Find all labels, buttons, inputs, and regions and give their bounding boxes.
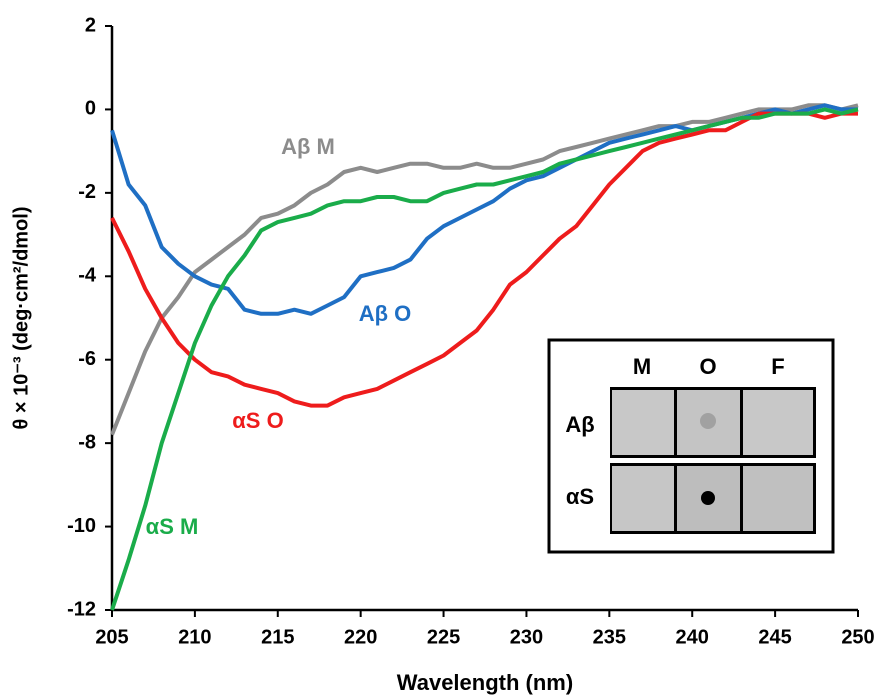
x-tick-label: 250 xyxy=(841,626,874,648)
y-tick-label: 0 xyxy=(85,98,96,120)
x-axis-label: Wavelength (nm) xyxy=(397,670,573,695)
blot-cell xyxy=(612,390,674,455)
x-tick-label: 230 xyxy=(510,626,543,648)
x-tick-label: 220 xyxy=(344,626,377,648)
x-tick-label: 225 xyxy=(427,626,460,648)
inset-column: M xyxy=(633,354,651,379)
x-tick-label: 215 xyxy=(261,626,294,648)
blot-cell xyxy=(612,466,674,531)
inset-row: Aβ xyxy=(565,412,594,437)
y-tick-label: -6 xyxy=(78,348,96,370)
chart: Wavelength (nm) θ × 10⁻³ (deg·cm²/dmol) … xyxy=(0,0,888,698)
inset-column: O xyxy=(699,354,716,379)
blot-dot xyxy=(700,413,716,429)
y-tick-label: -2 xyxy=(78,181,96,203)
x-tick-label: 240 xyxy=(676,626,709,648)
inset-column: F xyxy=(771,354,784,379)
y-tick-label: -10 xyxy=(67,515,96,537)
blot-cell xyxy=(743,390,813,455)
y-tick-label: -8 xyxy=(78,431,96,453)
x-tick-label: 235 xyxy=(593,626,626,648)
series-label: Aβ M xyxy=(281,134,335,159)
y-tick-label: -12 xyxy=(67,598,96,620)
inset: M O F Aβ αS xyxy=(549,340,833,552)
blot-cell xyxy=(743,466,813,531)
y-axis-label: θ × 10⁻³ (deg·cm²/dmol) xyxy=(10,206,32,429)
x-tick-label: 245 xyxy=(758,626,791,648)
y-tick-label: -4 xyxy=(78,265,97,287)
series-label: αS O xyxy=(232,408,283,433)
blot-dot xyxy=(701,491,715,505)
series-label: αS M xyxy=(146,514,199,539)
x-tick-label: 210 xyxy=(178,626,211,648)
y-tick-label: 2 xyxy=(85,14,96,36)
x-tick-label: 205 xyxy=(95,626,128,648)
series-label: Aβ O xyxy=(359,301,412,326)
inset-row: αS xyxy=(566,484,594,509)
